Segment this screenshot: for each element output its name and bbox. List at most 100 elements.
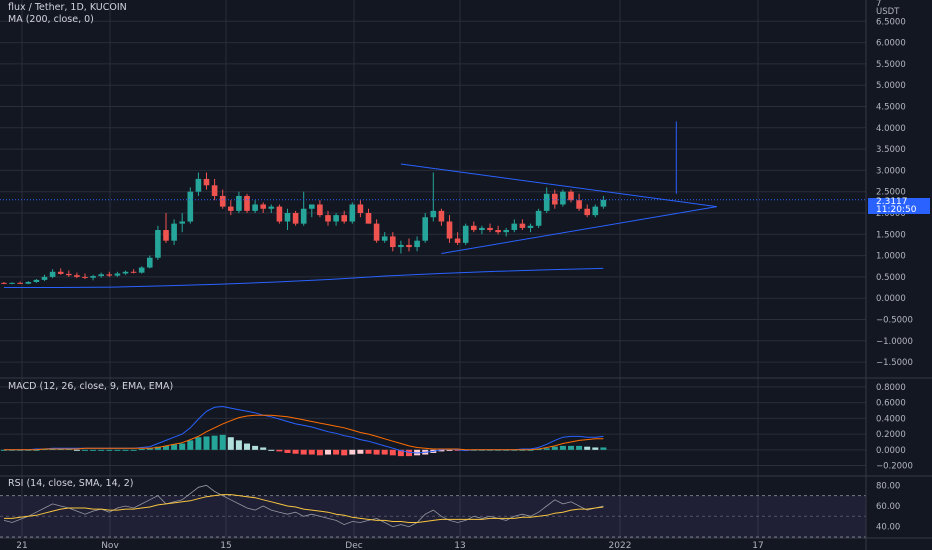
candle-up[interactable] [90, 276, 96, 278]
candle-up[interactable] [414, 240, 420, 248]
candle-up[interactable] [114, 273, 121, 276]
candle-down[interactable] [584, 208, 590, 216]
currency-label: USDT [876, 7, 900, 17]
candle-up[interactable] [511, 223, 518, 231]
macd-histogram-bar [252, 445, 259, 450]
candle-down[interactable] [219, 195, 226, 207]
candle-up[interactable] [49, 271, 56, 277]
candle-up[interactable] [41, 276, 48, 280]
candle-down[interactable] [576, 200, 582, 209]
candle-down[interactable] [17, 282, 23, 284]
candle-down[interactable] [454, 238, 461, 243]
candle-down[interactable] [82, 276, 88, 278]
candle-up[interactable] [187, 191, 194, 222]
macd-histogram-bar [211, 435, 218, 450]
candle-up[interactable] [171, 223, 177, 241]
candle-down[interactable] [568, 191, 574, 201]
candle-down[interactable] [519, 223, 526, 228]
candle-up[interactable] [381, 236, 388, 241]
candle-up[interactable] [284, 212, 291, 222]
candle-down[interactable] [228, 206, 234, 211]
candle-down[interactable] [130, 271, 137, 273]
candle-down[interactable] [211, 185, 218, 196]
candle-up[interactable] [592, 206, 599, 216]
candle-down[interactable] [244, 195, 250, 211]
candle-up[interactable] [268, 206, 275, 209]
candle-up[interactable] [9, 282, 15, 284]
candle-down[interactable] [74, 275, 80, 277]
candle-up[interactable] [179, 221, 185, 224]
price-tick-label: 0.0000 [876, 294, 906, 304]
macd-histogram-bar [592, 447, 599, 450]
candle-down[interactable] [446, 221, 453, 239]
candle-up[interactable] [333, 215, 339, 222]
candle-down[interactable] [203, 178, 210, 186]
candle-up[interactable] [33, 279, 40, 283]
candle-down[interactable] [276, 206, 283, 222]
candle-up[interactable] [300, 208, 307, 224]
candle-up[interactable] [430, 210, 437, 218]
candle-up[interactable] [462, 225, 469, 243]
candle-down[interactable] [1, 282, 7, 284]
candle-up[interactable] [479, 227, 485, 231]
candle-down[interactable] [471, 225, 477, 231]
candle-up[interactable] [600, 199, 607, 207]
rsi-pane[interactable] [3, 484, 604, 528]
candle-down[interactable] [365, 212, 372, 224]
candle-down[interactable] [325, 215, 331, 222]
macd-histogram-bar [333, 449, 340, 455]
candle-up[interactable] [138, 267, 145, 273]
candle-down[interactable] [106, 274, 113, 276]
candle-down[interactable] [438, 210, 445, 222]
macd-pane[interactable] [1, 405, 607, 457]
macd-histogram-bar [227, 437, 234, 450]
candle-down[interactable] [390, 236, 396, 248]
candle-down[interactable] [373, 223, 380, 241]
price-pane[interactable] [0, 121, 866, 288]
candle-down[interactable] [317, 204, 323, 216]
candle-up[interactable] [535, 210, 542, 226]
last-price: 2.3117 [876, 197, 908, 207]
macd-histogram-bar [559, 445, 566, 450]
price-tick-label: 6.5000 [876, 17, 906, 27]
currency-tag[interactable]: 7 USDT [876, 0, 899, 16]
x-tick-label: 17 [752, 541, 763, 550]
candle-down[interactable] [357, 204, 364, 213]
candle-down[interactable] [341, 215, 347, 222]
macd-histogram-bar [446, 449, 453, 451]
candle-down[interactable] [57, 271, 64, 274]
candle-down[interactable] [552, 193, 558, 205]
candle-down[interactable] [66, 273, 72, 276]
candle-up[interactable] [236, 195, 242, 211]
candle-up[interactable] [195, 178, 202, 192]
macd-histogram-bar [187, 440, 194, 450]
candle-up[interactable] [543, 193, 550, 211]
candle-up[interactable] [155, 230, 161, 258]
macd-histogram-bar [82, 449, 88, 451]
candle-up[interactable] [25, 282, 32, 284]
candle-up[interactable] [527, 225, 534, 228]
candle-up[interactable] [503, 230, 509, 233]
candle-down[interactable] [487, 227, 493, 231]
candle-up[interactable] [422, 217, 428, 241]
macd-histogram-bar [171, 444, 178, 450]
trendline[interactable] [441, 206, 717, 254]
macd-histogram-bar [373, 449, 380, 455]
price-tick-label: 1.0000 [876, 252, 906, 262]
candle-up[interactable] [398, 244, 404, 248]
candle-down[interactable] [495, 230, 501, 233]
candle-up[interactable] [122, 271, 129, 274]
candle-up[interactable] [349, 204, 356, 222]
candle-down[interactable] [406, 244, 412, 248]
macd-histogram-bar [25, 449, 32, 451]
candle-down[interactable] [163, 230, 169, 241]
candle-up[interactable] [147, 257, 153, 268]
candle-up[interactable] [252, 204, 258, 211]
trendline[interactable] [400, 163, 717, 208]
candle-up[interactable] [309, 204, 315, 209]
candle-up[interactable] [560, 191, 566, 205]
candle-up[interactable] [98, 274, 104, 277]
candle-down[interactable] [292, 212, 299, 224]
candle-down[interactable] [260, 204, 266, 209]
